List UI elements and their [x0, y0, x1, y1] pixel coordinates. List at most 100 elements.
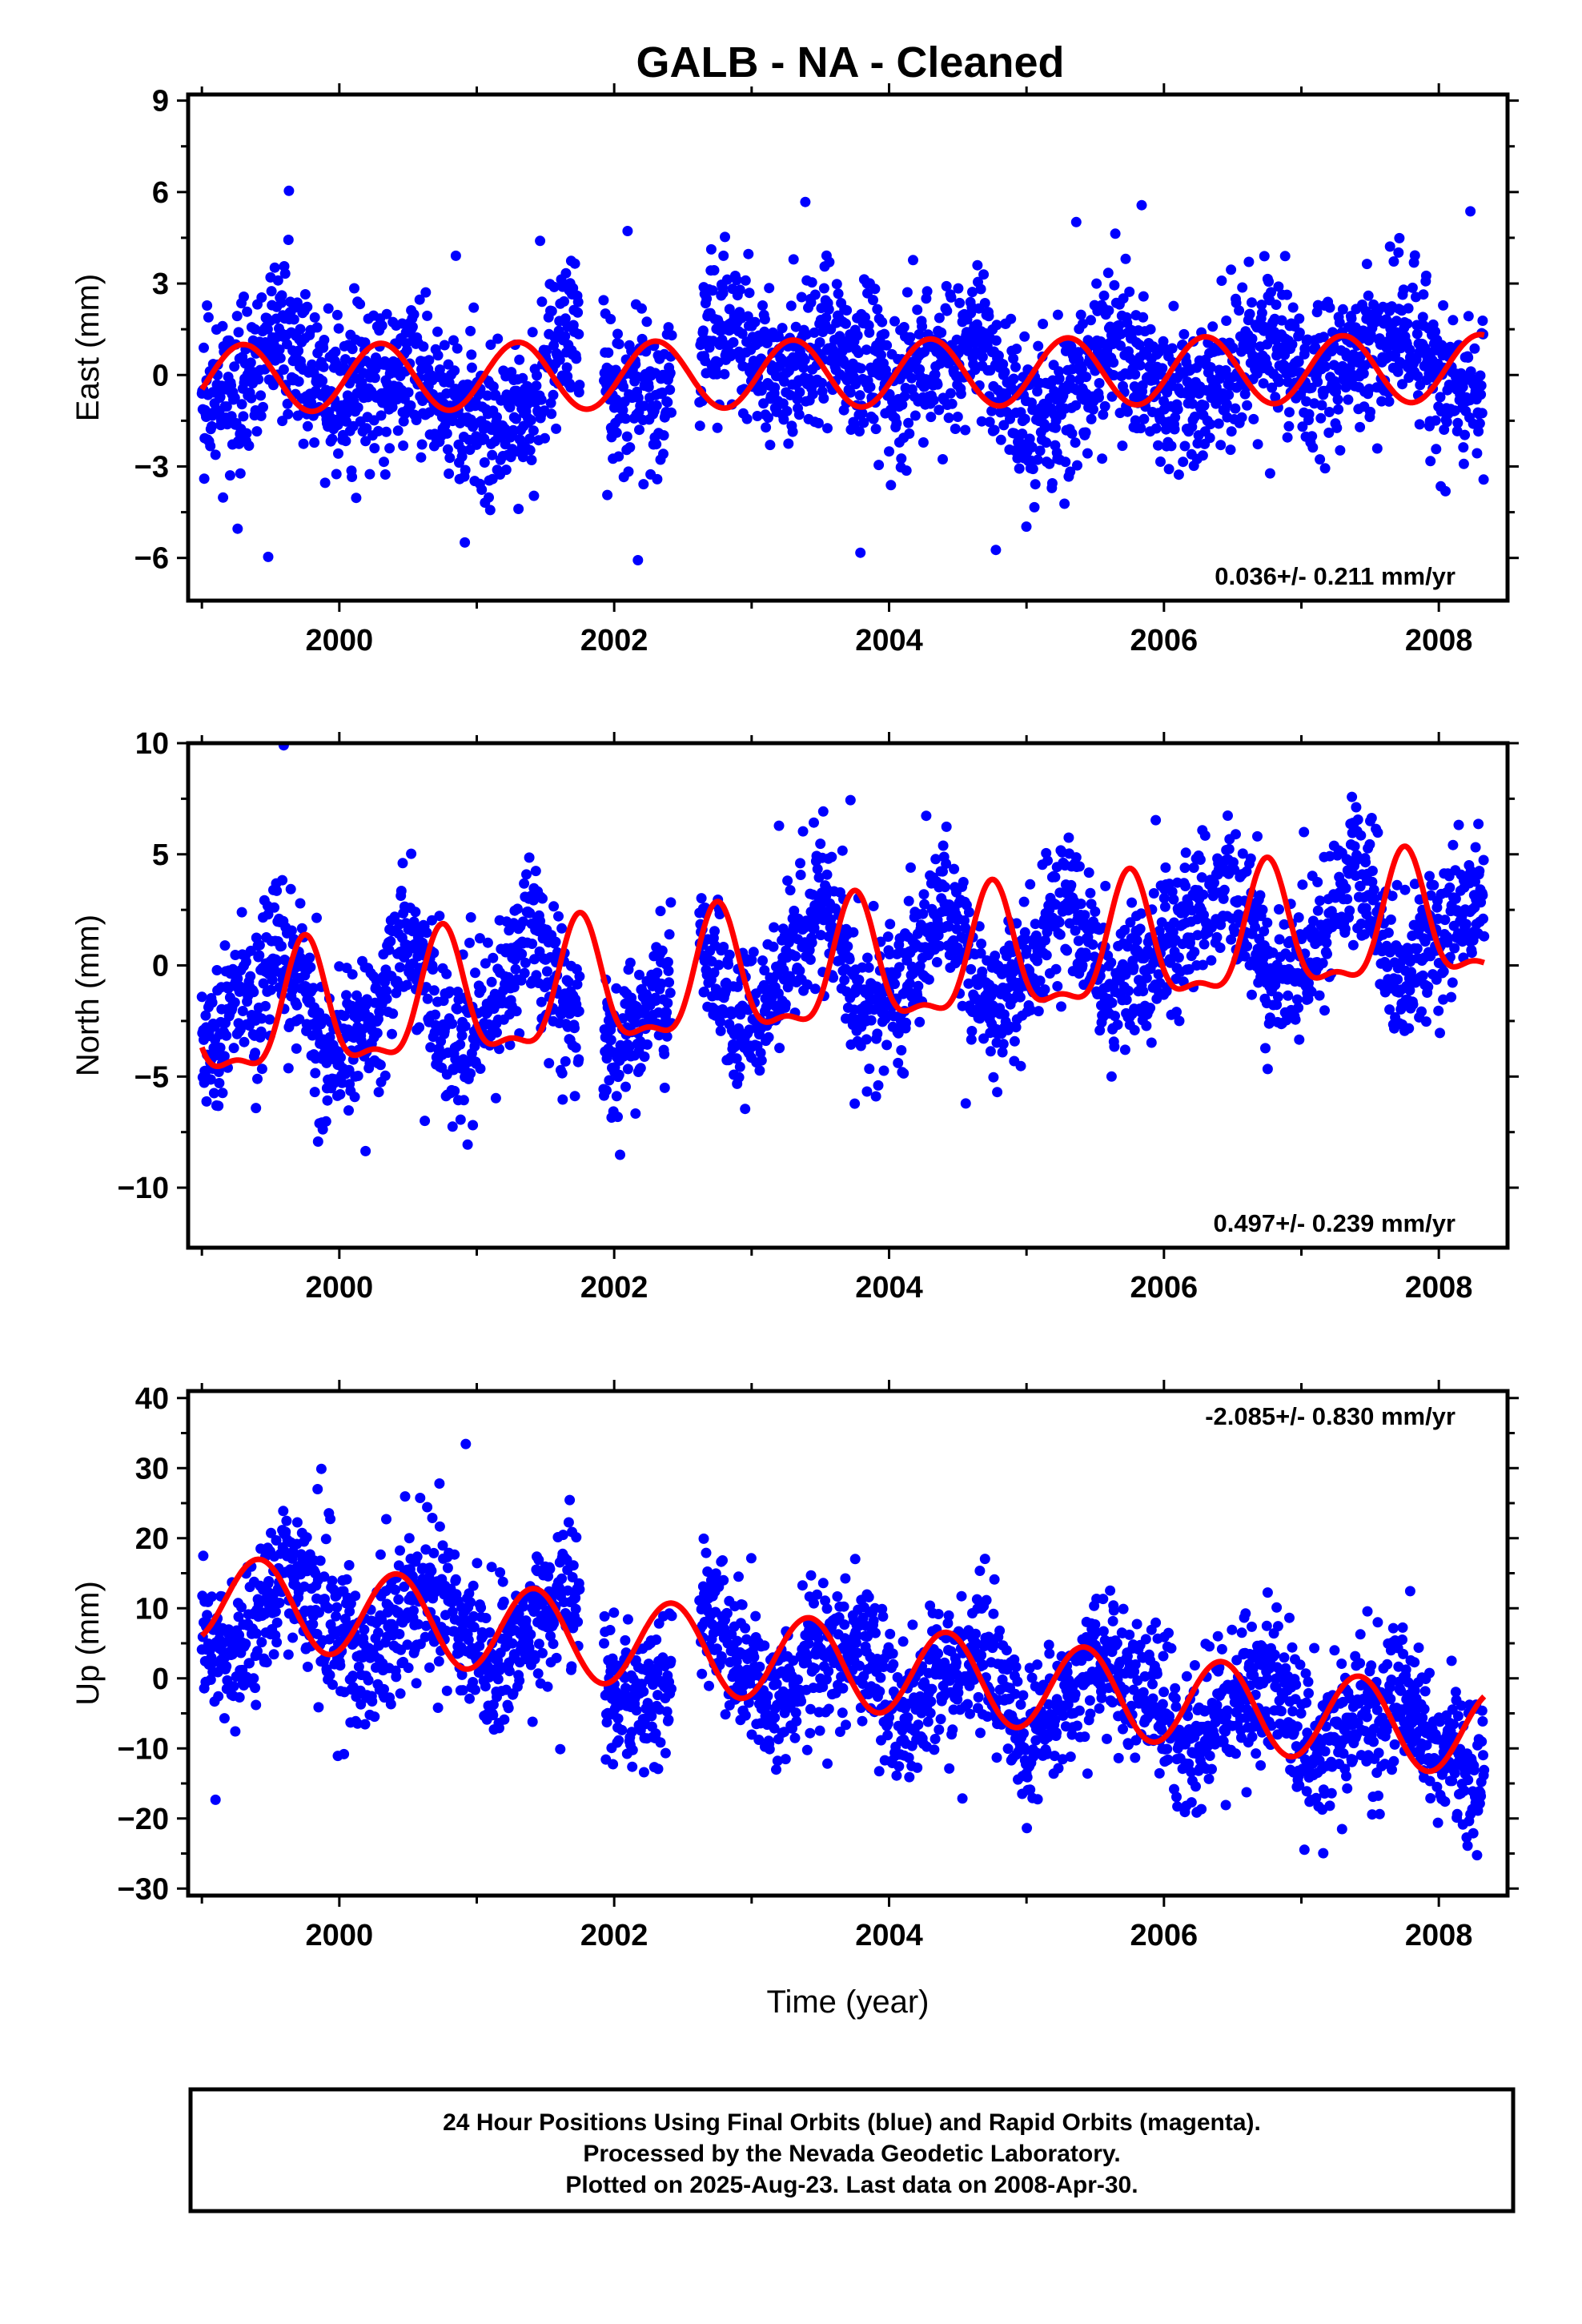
north-data-point — [510, 963, 521, 975]
north-data-point — [219, 1051, 230, 1062]
north-data-point — [812, 863, 823, 875]
north-data-point — [1039, 984, 1050, 995]
north-data-point — [774, 1043, 785, 1054]
east-data-point — [379, 456, 389, 468]
north-data-point — [960, 1098, 971, 1109]
east-data-point — [1266, 287, 1276, 298]
north-data-point — [520, 957, 531, 968]
north-data-point — [809, 983, 821, 995]
east-data-point — [1098, 409, 1109, 420]
east-data-point — [569, 258, 580, 269]
north-data-point — [379, 1070, 391, 1081]
east-data-point — [1163, 464, 1174, 475]
north-data-point — [1372, 827, 1383, 838]
east-data-point — [1248, 413, 1259, 424]
east-data-point — [218, 492, 229, 503]
north-data-point — [881, 1039, 893, 1051]
east-data-point — [272, 275, 283, 286]
east-data-point — [403, 387, 414, 398]
north-data-point — [976, 939, 987, 949]
east-data-point — [652, 473, 663, 485]
east-data-point — [809, 289, 821, 300]
east-data-point — [905, 332, 916, 343]
east-data-point — [1242, 400, 1253, 411]
north-data-point — [1340, 883, 1351, 894]
north-data-point — [312, 1136, 323, 1147]
north-data-point — [309, 1087, 320, 1098]
north-data-point — [665, 897, 677, 908]
north-data-point — [1015, 1060, 1026, 1072]
north-data-point — [569, 1023, 580, 1034]
east-data-point — [1205, 362, 1216, 373]
north-data-point — [1033, 1006, 1044, 1017]
east-data-point — [1130, 415, 1141, 426]
east-data-point — [952, 412, 963, 422]
east-data-point — [1267, 382, 1278, 393]
north-data-point — [385, 935, 396, 947]
north-data-point — [1255, 890, 1266, 901]
north-data-point — [254, 950, 265, 961]
east-data-point — [1270, 392, 1281, 403]
north-data-point — [371, 1027, 383, 1039]
east-data-point — [926, 412, 937, 423]
north-data-point — [548, 901, 560, 912]
north-data-point — [428, 985, 440, 996]
east-data-point — [381, 426, 391, 437]
east-data-point — [199, 473, 210, 485]
east-data-point — [203, 312, 214, 323]
north-data-point — [794, 965, 805, 976]
east-data-point — [995, 434, 1006, 445]
north-data-point — [734, 1061, 745, 1072]
north-data-point — [759, 965, 770, 976]
north-data-point — [375, 1059, 386, 1071]
east-data-point — [242, 306, 253, 317]
north-data-point — [868, 900, 879, 911]
east-data-point — [697, 325, 709, 336]
east-data-point — [221, 401, 232, 412]
north-data-point — [465, 912, 476, 923]
east-data-point — [658, 430, 669, 441]
north-data-point — [1447, 977, 1458, 988]
north-data-point — [455, 1039, 466, 1050]
east-data-point — [1027, 464, 1038, 475]
north-data-point — [1145, 1003, 1156, 1014]
east-data-point — [1398, 284, 1409, 296]
north-data-point — [460, 1020, 471, 1031]
north-data-point — [998, 1039, 1009, 1050]
east-data-point — [1205, 419, 1216, 430]
north-data-point — [352, 1071, 363, 1081]
north-data-point — [283, 1063, 294, 1074]
north-data-point — [556, 923, 568, 934]
north-data-point — [208, 1088, 219, 1099]
north-data-point — [219, 940, 231, 951]
east-data-point — [891, 418, 902, 429]
north-data-point — [490, 1092, 501, 1104]
east-data-point — [1076, 364, 1087, 375]
east-data-point — [1324, 302, 1335, 313]
east-data-point — [1331, 381, 1342, 392]
east-data-point — [466, 362, 477, 373]
east-data-point — [1284, 407, 1295, 418]
east-data-point — [1431, 444, 1442, 455]
east-data-point — [302, 420, 313, 432]
north-data-point — [740, 1104, 751, 1115]
east-data-point — [1346, 313, 1357, 324]
east-data-point — [416, 452, 427, 463]
east-data-point — [1237, 282, 1248, 293]
east-data-point — [1282, 289, 1292, 300]
east-data-point — [327, 433, 338, 444]
east-data-point — [1122, 406, 1133, 417]
east-data-point — [938, 454, 948, 464]
east-data-point — [1030, 479, 1041, 490]
north-data-point — [468, 1120, 479, 1131]
east-data-point — [411, 415, 422, 425]
north-data-point — [1416, 1006, 1427, 1017]
north-data-point — [1439, 915, 1451, 926]
north-data-point — [992, 1087, 1003, 1098]
north-data-point — [634, 969, 644, 980]
north-data-point — [1179, 862, 1191, 874]
north-data-point — [696, 893, 707, 904]
north-data-point — [715, 1025, 726, 1036]
north-data-point — [853, 975, 865, 985]
north-data-point — [755, 1047, 766, 1059]
